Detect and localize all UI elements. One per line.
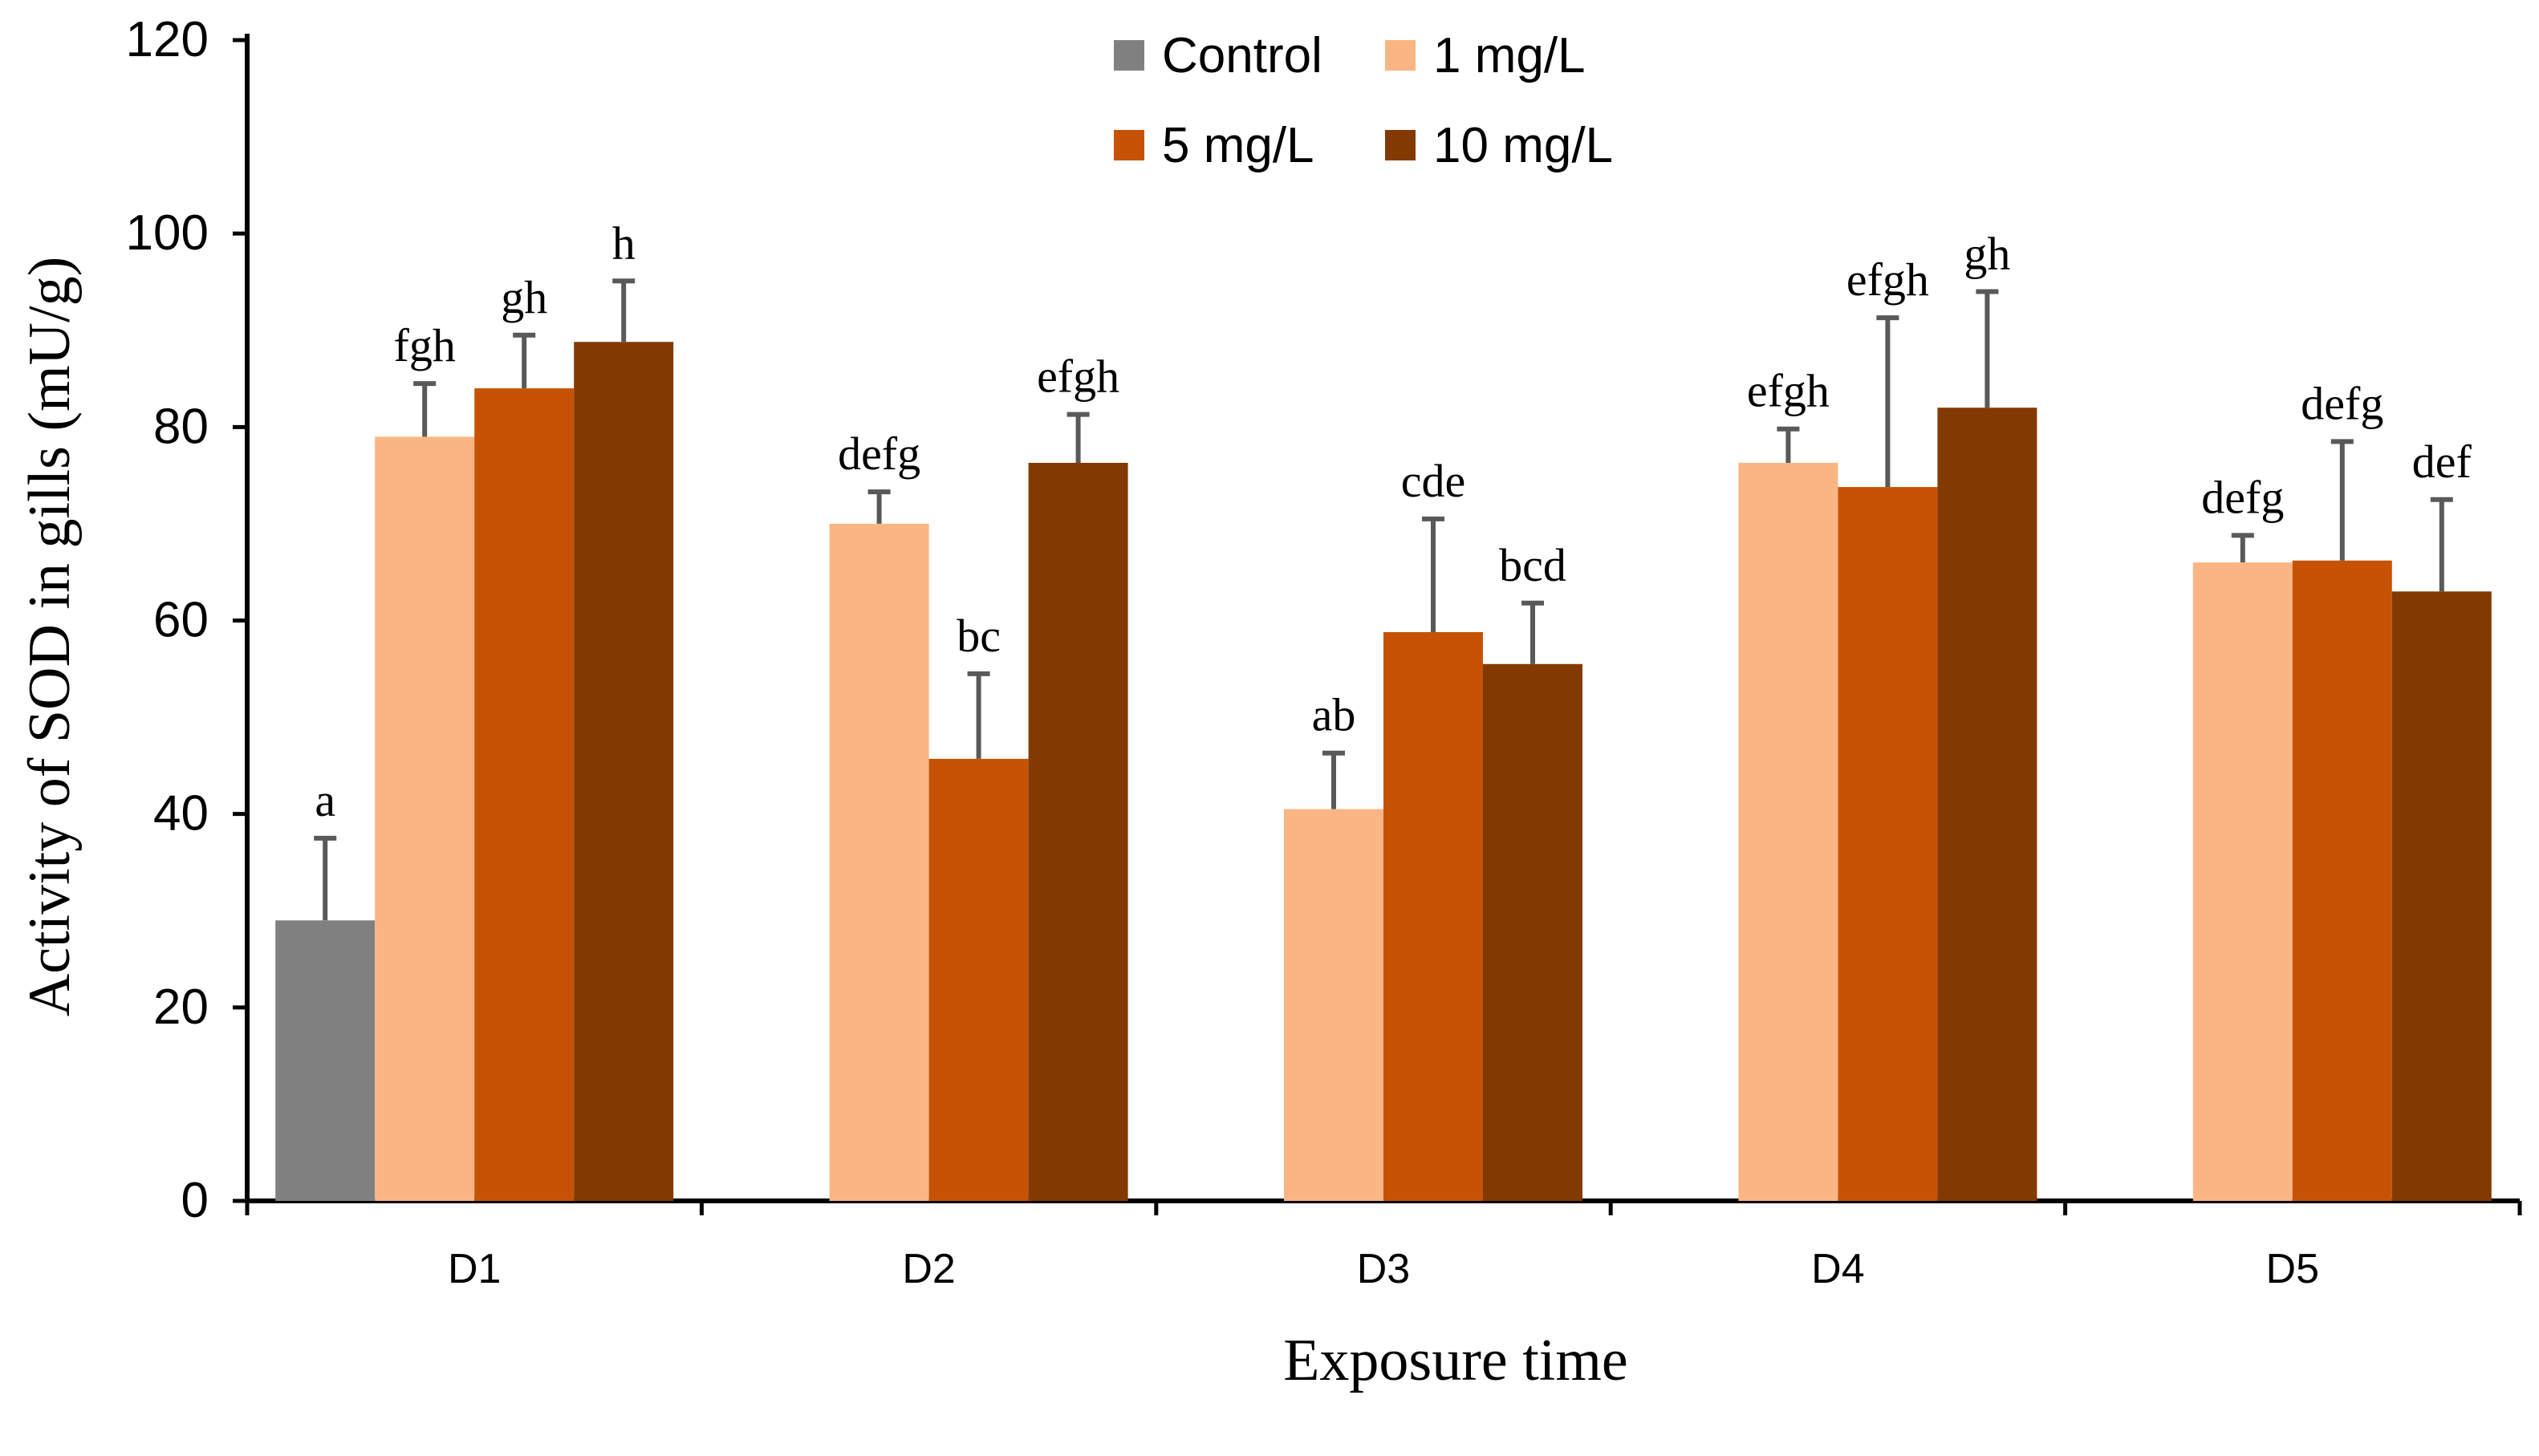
significance-label: cde xyxy=(1401,455,1466,507)
y-tick-label: 120 xyxy=(126,12,209,67)
y-tick-label: 0 xyxy=(181,1173,209,1228)
significance-label: h xyxy=(612,217,636,269)
significance-label: fgh xyxy=(394,319,456,371)
x-tick-label: D5 xyxy=(2266,1246,2319,1292)
significance-label: bc xyxy=(957,610,1001,662)
bar xyxy=(928,758,1029,1201)
bar xyxy=(574,342,674,1202)
legend-label: 10 mg/L xyxy=(1433,118,1613,173)
bar xyxy=(474,388,575,1202)
bar xyxy=(1483,663,1582,1201)
legend-swatch xyxy=(1385,130,1416,160)
y-tick-label: 60 xyxy=(153,593,209,648)
legend-label: 1 mg/L xyxy=(1433,28,1586,83)
x-tick-label: D4 xyxy=(1811,1246,1864,1292)
bar xyxy=(375,436,475,1201)
y-axis-title: Activity of SOD in gills (mU/g) xyxy=(17,257,83,1017)
bar xyxy=(2192,562,2293,1201)
significance-label: ab xyxy=(1312,689,1356,741)
significance-label: gh xyxy=(501,271,547,323)
significance-label: efgh xyxy=(1846,253,1929,306)
legend-swatch xyxy=(1114,130,1144,160)
significance-label: efgh xyxy=(1037,351,1119,403)
legend-label: Control xyxy=(1162,28,1322,83)
significance-label: defg xyxy=(2201,471,2284,523)
bar xyxy=(2292,560,2392,1201)
y-tick-label: 20 xyxy=(153,979,209,1035)
x-axis-title: Exposure time xyxy=(1283,1328,1628,1393)
legend-swatch xyxy=(1385,40,1416,71)
bar xyxy=(275,920,376,1201)
bar xyxy=(1284,809,1383,1201)
significance-label: bcd xyxy=(1499,539,1566,591)
significance-label: efgh xyxy=(1747,365,1830,417)
bar xyxy=(1838,487,1938,1201)
bar xyxy=(1738,462,1838,1201)
bar xyxy=(829,523,929,1201)
significance-label: defg xyxy=(2301,377,2383,429)
bar xyxy=(1383,631,1483,1201)
x-tick-label: D2 xyxy=(902,1246,955,1292)
x-tick-label: D1 xyxy=(448,1246,501,1292)
legend-swatch xyxy=(1114,40,1144,71)
y-tick-label: 40 xyxy=(153,786,209,842)
bar xyxy=(1028,462,1128,1201)
legend-label: 5 mg/L xyxy=(1162,118,1314,173)
significance-label: defg xyxy=(838,428,920,480)
significance-label: def xyxy=(2412,436,2472,488)
x-tick-label: D3 xyxy=(1357,1246,1410,1292)
y-tick-label: 80 xyxy=(153,399,209,454)
bar xyxy=(1937,408,2037,1201)
significance-label: gh xyxy=(1964,228,2010,280)
y-tick-label: 100 xyxy=(126,205,209,261)
bar xyxy=(2391,591,2492,1201)
significance-label: a xyxy=(315,774,335,826)
